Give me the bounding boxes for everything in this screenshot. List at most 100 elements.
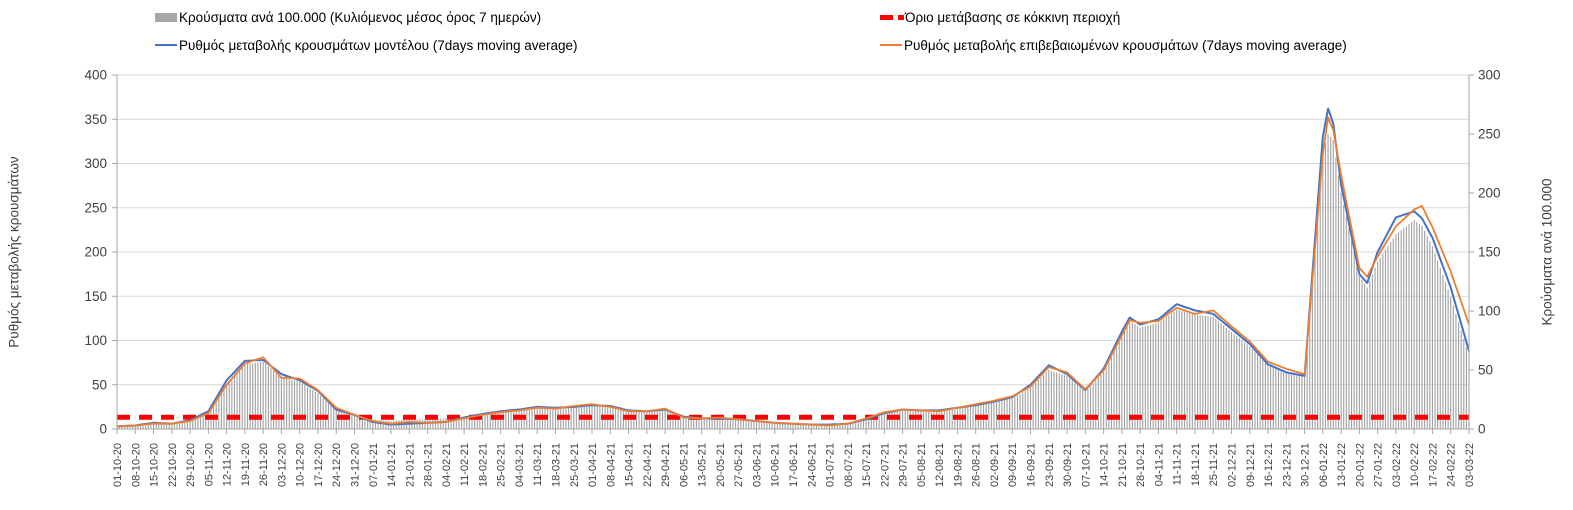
svg-text:07-10-21: 07-10-21 <box>1080 443 1092 487</box>
svg-text:25-02-21: 25-02-21 <box>496 443 508 487</box>
svg-text:23-12-21: 23-12-21 <box>1281 443 1293 487</box>
svg-text:21-01-21: 21-01-21 <box>404 443 416 487</box>
svg-text:100: 100 <box>84 333 107 348</box>
svg-text:29-10-20: 29-10-20 <box>185 443 197 487</box>
svg-text:25-03-21: 25-03-21 <box>569 443 581 487</box>
svg-text:11-03-21: 11-03-21 <box>532 443 544 486</box>
axes: 0 50 100 150 200 250 300 350 400 0 50 100 150 200 250 3… <box>84 68 1500 488</box>
svg-text:03-03-22: 03-03-22 <box>1464 443 1476 487</box>
svg-text:250: 250 <box>1478 127 1501 142</box>
svg-text:11-11-21: 11-11-21 <box>1172 443 1184 485</box>
svg-text:09-12-21: 09-12-21 <box>1245 443 1257 487</box>
svg-text:19-08-21: 19-08-21 <box>952 443 964 487</box>
svg-text:15-04-21: 15-04-21 <box>624 443 636 487</box>
svg-text:01-07-21: 01-07-21 <box>825 443 837 487</box>
svg-text:04-02-21: 04-02-21 <box>441 443 453 487</box>
svg-text:20-05-21: 20-05-21 <box>715 443 727 487</box>
svg-text:50: 50 <box>1478 363 1493 378</box>
svg-text:28-10-21: 28-10-21 <box>1135 443 1147 487</box>
svg-text:200: 200 <box>84 245 107 260</box>
svg-text:30-12-21: 30-12-21 <box>1300 443 1312 487</box>
svg-text:02-12-21: 02-12-21 <box>1226 443 1238 487</box>
svg-text:30-09-21: 30-09-21 <box>1062 443 1074 487</box>
svg-text:12-08-21: 12-08-21 <box>934 443 946 487</box>
svg-text:08-10-20: 08-10-20 <box>130 443 142 487</box>
svg-text:17-12-20: 17-12-20 <box>313 443 325 487</box>
svg-text:22-04-21: 22-04-21 <box>642 443 654 487</box>
svg-text:03-12-20: 03-12-20 <box>276 443 288 487</box>
svg-text:25-11-21: 25-11-21 <box>1208 443 1220 486</box>
svg-text:300: 300 <box>1478 68 1501 83</box>
gridlines <box>117 74 1469 386</box>
svg-text:16-12-21: 16-12-21 <box>1263 443 1275 487</box>
svg-text:0: 0 <box>99 422 107 437</box>
legend-label-confirmed-rate: Ρυθμός μεταβολής επιβεβαιωμένων κρουσμάτ… <box>904 37 1347 53</box>
svg-text:13-05-21: 13-05-21 <box>697 443 709 487</box>
svg-text:01-04-21: 01-04-21 <box>587 443 599 487</box>
svg-text:350: 350 <box>84 112 107 127</box>
svg-text:14-01-21: 14-01-21 <box>386 443 398 487</box>
svg-text:18-03-21: 18-03-21 <box>550 443 562 487</box>
svg-text:15-10-20: 15-10-20 <box>149 443 161 487</box>
svg-text:16-09-21: 16-09-21 <box>1026 443 1038 487</box>
legend-marker-confirmed-line <box>880 43 902 47</box>
svg-text:0: 0 <box>1478 422 1486 437</box>
svg-text:20-01-22: 20-01-22 <box>1354 443 1366 487</box>
svg-text:31-12-20: 31-12-20 <box>350 443 362 487</box>
svg-text:250: 250 <box>84 200 107 215</box>
svg-text:27-05-21: 27-05-21 <box>733 443 745 487</box>
svg-text:18-02-21: 18-02-21 <box>477 443 489 487</box>
svg-text:150: 150 <box>1478 245 1501 260</box>
svg-text:29-04-21: 29-04-21 <box>660 443 672 487</box>
svg-text:24-12-20: 24-12-20 <box>331 443 343 487</box>
svg-text:11-02-21: 11-02-21 <box>459 443 471 486</box>
svg-text:10-12-20: 10-12-20 <box>295 443 307 487</box>
svg-text:22-10-20: 22-10-20 <box>167 443 179 487</box>
model-line-series <box>116 107 1470 428</box>
svg-text:06-05-21: 06-05-21 <box>678 443 690 487</box>
x-axis: 01-10-20 08-10-20 15-10-20 22-10-20 29-10-20… <box>112 429 1476 487</box>
svg-text:02-09-21: 02-09-21 <box>989 443 1001 487</box>
svg-text:17-02-22: 17-02-22 <box>1427 443 1439 487</box>
svg-text:150: 150 <box>84 289 107 304</box>
svg-text:18-11-21: 18-11-21 <box>1190 443 1202 486</box>
svg-text:07-01-21: 07-01-21 <box>368 443 380 487</box>
svg-text:50: 50 <box>92 377 107 392</box>
svg-text:17-06-21: 17-06-21 <box>788 443 800 487</box>
svg-text:04-03-21: 04-03-21 <box>514 443 526 487</box>
svg-text:200: 200 <box>1478 186 1501 201</box>
svg-text:26-08-21: 26-08-21 <box>971 443 983 487</box>
svg-text:24-02-22: 24-02-22 <box>1446 443 1458 487</box>
svg-text:26-11-20: 26-11-20 <box>258 443 270 486</box>
legend-label-cases-per-100k: Κρούσματα ανά 100.000 (Κυλιόμενος μέσος … <box>179 9 542 25</box>
legend-marker-bars <box>155 12 177 22</box>
svg-text:08-07-21: 08-07-21 <box>843 443 855 487</box>
svg-text:10-02-22: 10-02-22 <box>1409 443 1421 487</box>
y-axis-left: 0 50 100 150 200 250 300 350 400 <box>84 68 117 437</box>
svg-text:03-02-22: 03-02-22 <box>1391 443 1403 487</box>
svg-text:27-01-22: 27-01-22 <box>1373 443 1385 487</box>
svg-text:22-07-21: 22-07-21 <box>879 443 891 487</box>
svg-text:04-11-21: 04-11-21 <box>1153 443 1165 486</box>
legend-item-model-rate: Ρυθμός μεταβολής κρουσμάτων μοντέλου (7d… <box>155 37 578 53</box>
svg-text:15-07-21: 15-07-21 <box>861 443 873 487</box>
svg-text:05-08-21: 05-08-21 <box>916 443 928 487</box>
svg-text:300: 300 <box>84 156 107 171</box>
legend-label-red-zone-threshold: Όριο μετάβασης σε κόκκινη περιοχή <box>905 9 1121 25</box>
svg-text:23-09-21: 23-09-21 <box>1044 443 1056 487</box>
svg-text:29-07-21: 29-07-21 <box>898 443 910 487</box>
legend-marker-model-line <box>155 43 177 47</box>
svg-text:28-01-21: 28-01-21 <box>423 443 435 487</box>
svg-text:09-09-21: 09-09-21 <box>1007 443 1019 487</box>
svg-text:05-11-20: 05-11-20 <box>203 443 215 486</box>
svg-text:12-11-20: 12-11-20 <box>222 443 234 486</box>
confirmed-line-series <box>116 116 1470 428</box>
svg-text:13-01-22: 13-01-22 <box>1336 443 1348 487</box>
svg-text:400: 400 <box>84 68 107 83</box>
svg-text:19-11-20: 19-11-20 <box>240 443 252 486</box>
legend-item-red-zone-threshold: Όριο μετάβασης σε κόκκινη περιοχή <box>880 9 1120 25</box>
svg-text:10-06-21: 10-06-21 <box>770 443 782 487</box>
legend-label-model-rate: Ρυθμός μεταβολής κρουσμάτων μοντέλου (7d… <box>179 37 578 53</box>
